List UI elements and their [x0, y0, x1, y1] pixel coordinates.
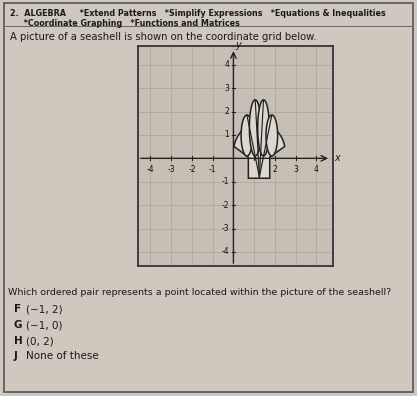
- Text: -4: -4: [147, 165, 154, 174]
- Polygon shape: [266, 115, 278, 156]
- Text: 2: 2: [224, 107, 229, 116]
- Text: Which ordered pair represents a point located within the picture of the seashell: Which ordered pair represents a point lo…: [8, 288, 391, 297]
- Polygon shape: [234, 123, 285, 178]
- Text: H: H: [14, 336, 23, 346]
- Text: -3: -3: [167, 165, 175, 174]
- Text: A picture of a seashell is shown on the coordinate grid below.: A picture of a seashell is shown on the …: [10, 32, 317, 42]
- Text: 1: 1: [224, 130, 229, 139]
- Text: -4: -4: [222, 248, 229, 257]
- Text: -1: -1: [222, 177, 229, 186]
- Text: x: x: [334, 153, 340, 163]
- Polygon shape: [249, 100, 261, 156]
- Text: F: F: [14, 304, 21, 314]
- Text: *Coordinate Graphing   *Functions and Matrices: *Coordinate Graphing *Functions and Matr…: [10, 19, 240, 28]
- Polygon shape: [258, 100, 269, 156]
- Text: 3: 3: [293, 165, 298, 174]
- Text: 2: 2: [273, 165, 277, 174]
- Text: (−1, 2): (−1, 2): [26, 304, 63, 314]
- Text: (−1, 0): (−1, 0): [26, 320, 63, 330]
- Text: y: y: [235, 40, 241, 50]
- Text: 4: 4: [224, 60, 229, 69]
- Polygon shape: [241, 115, 253, 156]
- Text: 1: 1: [252, 165, 256, 174]
- Text: 2.  ALGEBRA     *Extend Patterns   *Simplify Expressions   *Equations & Inequali: 2. ALGEBRA *Extend Patterns *Simplify Ex…: [10, 9, 386, 18]
- Text: 4: 4: [314, 165, 319, 174]
- Text: -1: -1: [209, 165, 216, 174]
- Text: G: G: [14, 320, 23, 330]
- Text: -3: -3: [222, 224, 229, 233]
- Text: None of these: None of these: [26, 351, 99, 361]
- Text: (0, 2): (0, 2): [26, 336, 54, 346]
- Text: J: J: [14, 351, 18, 361]
- Text: 3: 3: [224, 84, 229, 93]
- Text: -2: -2: [188, 165, 196, 174]
- Text: -2: -2: [222, 201, 229, 209]
